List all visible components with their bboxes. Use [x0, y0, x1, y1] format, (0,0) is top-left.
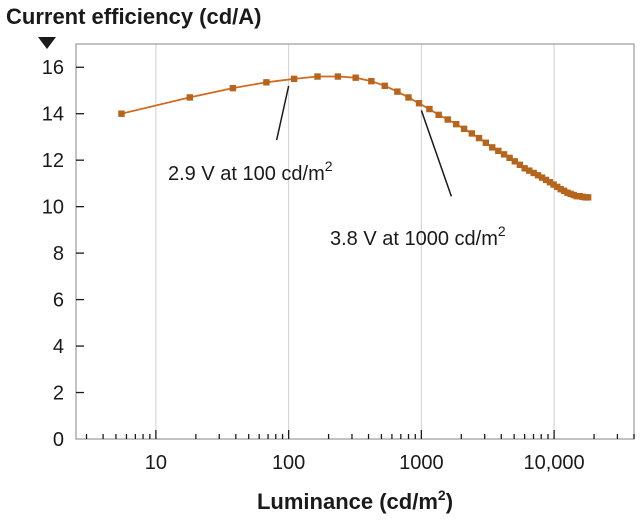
- data-point: [186, 94, 193, 101]
- data-point: [560, 187, 568, 195]
- data-point: [516, 161, 524, 169]
- series: [118, 73, 592, 201]
- data-point: [546, 179, 554, 186]
- x-axis-title: Luminance (cd/m2): [257, 487, 453, 514]
- data-point: [452, 120, 460, 128]
- data-point: [489, 144, 496, 151]
- data-point: [500, 151, 508, 158]
- data-point: [468, 130, 476, 137]
- data-point: [381, 82, 388, 90]
- y-tick-label: 12: [42, 150, 64, 172]
- y-tick-label: 16: [42, 57, 64, 79]
- data-point: [314, 73, 321, 80]
- x-tick-label: 10: [145, 452, 167, 474]
- annotation-label: 3.8 V at 1000 cd/m2: [330, 223, 506, 250]
- annotation-leader: [275, 85, 290, 141]
- data-point: [352, 74, 359, 81]
- y-tick-label: 2: [53, 383, 64, 405]
- data-point: [564, 189, 571, 196]
- data-point: [538, 174, 546, 181]
- data-point: [530, 169, 537, 177]
- data-point: [506, 154, 513, 162]
- y-tick-label: 10: [42, 197, 64, 219]
- data-point: [584, 194, 592, 201]
- data-point: [521, 165, 528, 172]
- data-point: [368, 77, 375, 85]
- y-tick-label: 4: [53, 336, 64, 358]
- data-point: [426, 105, 433, 113]
- plot-frame: [75, 43, 635, 440]
- annotation-label: 2.9 V at 100 cd/m2: [168, 158, 333, 185]
- y-axis-title: Current efficiency (cd/A): [6, 4, 262, 29]
- x-tick-label: 100: [272, 452, 305, 474]
- x-tick-label: 10,000: [524, 452, 585, 474]
- data-point: [229, 84, 237, 92]
- data-point: [394, 88, 401, 95]
- data-point: [435, 111, 442, 119]
- data-point: [526, 167, 533, 174]
- data-point: [550, 181, 557, 188]
- data-point: [444, 116, 451, 123]
- annotations: 2.9 V at 100 cd/m2 3.8 V at 1000 cd/m2: [168, 85, 506, 250]
- y-tick-label: 0: [53, 429, 64, 451]
- y-tick-label: 14: [42, 104, 64, 126]
- x-minor-ticks: [85, 430, 635, 439]
- data-point: [511, 158, 519, 165]
- data-point: [495, 147, 502, 155]
- y-tick-label: 6: [53, 290, 64, 312]
- data-point: [460, 125, 468, 133]
- data-point: [263, 79, 270, 86]
- y-tick-label: 8: [53, 243, 64, 265]
- grid: [155, 44, 555, 439]
- data-point: [475, 134, 483, 142]
- data-point: [482, 139, 490, 146]
- x-tick-label: 1000: [399, 452, 444, 474]
- data-point: [290, 75, 298, 83]
- data-point: [542, 176, 550, 184]
- annotation-leader: [420, 110, 453, 197]
- data-point: [334, 73, 342, 80]
- data-point: [557, 186, 564, 193]
- y-axis: 0 2 4 6 8 10 12 14 16: [42, 57, 84, 451]
- data-point: [534, 172, 542, 179]
- data-point: [554, 183, 561, 191]
- data-point: [405, 94, 412, 101]
- data-point: [415, 100, 423, 107]
- data-point: [118, 110, 125, 117]
- x-axis: 10 100 1000 10,000: [145, 452, 585, 474]
- y-axis-arrow-icon: [38, 37, 56, 49]
